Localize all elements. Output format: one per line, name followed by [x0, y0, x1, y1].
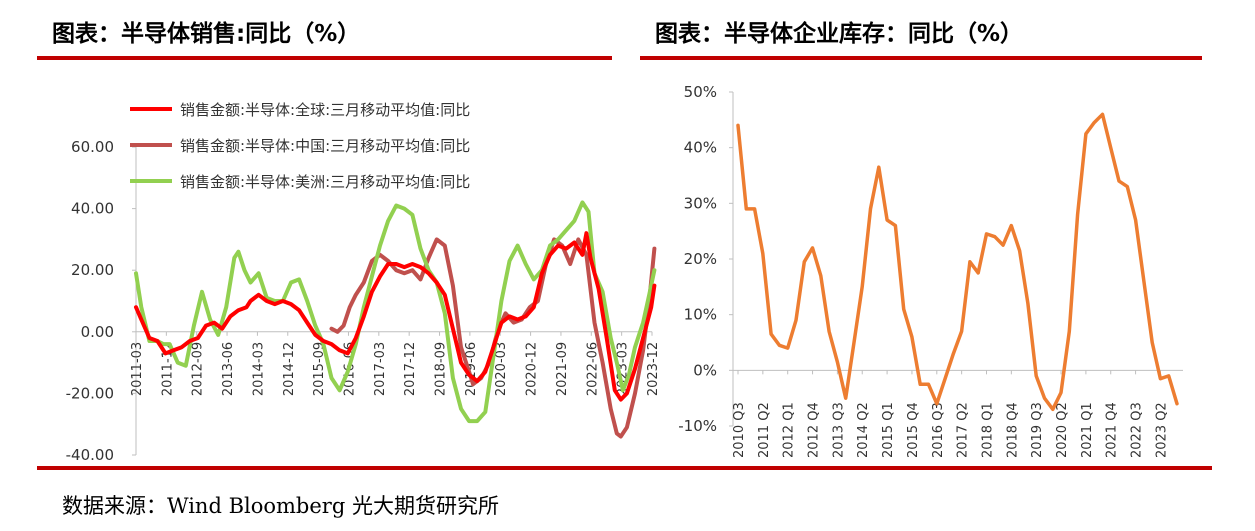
right-y-tick-label: -10%	[678, 417, 717, 435]
left-x-tick-label: 2018-09	[434, 342, 449, 396]
left-x-tick-label: 2015-09	[312, 342, 327, 396]
left-y-tick-label: 40.00	[71, 200, 114, 218]
right-x-tick-label: 2023 Q2	[1154, 402, 1169, 458]
left-x-tick-label: 2023-12	[646, 342, 661, 396]
data-source-note: 数据来源：Wind Bloomberg 光大期货研究所	[62, 494, 499, 518]
left-title-rule	[37, 56, 612, 60]
right-x-tick-label: 2019 Q3	[1030, 402, 1045, 458]
left-legend-label: 销售金额:半导体:全球:三月移动平均值:同比	[180, 101, 470, 119]
right-x-tick-label: 2014 Q2	[856, 402, 871, 458]
right-x-tick-label: 2021 Q1	[1080, 402, 1095, 458]
left-y-tick-label: 60.00	[71, 138, 114, 156]
right-y-tick-label: 50%	[684, 83, 717, 101]
right-x-tick-label: 2016 Q3	[931, 402, 946, 458]
left-x-tick-label: 2014-12	[282, 342, 297, 396]
right-x-tick-label: 2020 Q2	[1055, 402, 1070, 458]
right-x-tick-label: 2011 Q2	[757, 402, 772, 458]
left-x-tick-label: 2013-06	[221, 342, 236, 396]
right-x-tick-label: 2012 Q4	[807, 402, 822, 458]
left-x-tick-label: 2011-03	[130, 342, 145, 396]
right-y-tick-label: 40%	[684, 139, 717, 157]
left-x-tick-label: 2014-03	[251, 342, 266, 396]
right-x-tick-label: 2018 Q4	[1005, 402, 1020, 458]
left-legend-label: 销售金额:半导体:中国:三月移动平均值:同比	[180, 137, 470, 155]
right-x-tick-label: 2012 Q1	[782, 402, 797, 458]
left-x-tick-label: 2017-12	[403, 342, 418, 396]
left-x-tick-label: 2022-06	[585, 342, 600, 396]
left-chart-title: 图表：半导体销售:同比（%）	[52, 21, 361, 47]
right-y-tick-label: 20%	[684, 250, 717, 268]
right-x-tick-label: 2018 Q1	[980, 402, 995, 458]
left-series-line-0	[134, 231, 657, 402]
right-x-tick-label: 2010 Q3	[732, 402, 747, 458]
left-y-tick-label: 20.00	[71, 261, 114, 279]
right-x-tick-label: 2015 Q4	[906, 402, 921, 458]
left-y-tick-label: 0.00	[81, 323, 114, 341]
bottom-rule	[37, 466, 1212, 470]
right-y-tick-label: 0%	[693, 361, 717, 379]
right-y-tick-label: 10%	[684, 306, 717, 324]
right-x-tick-label: 2013 Q3	[831, 402, 846, 458]
left-y-tick-label: -40.00	[66, 446, 114, 464]
left-x-tick-label: 2017-03	[373, 342, 388, 396]
right-x-tick-label: 2022 Q3	[1130, 402, 1145, 458]
left-x-tick-label: 2011-12	[160, 342, 175, 396]
left-x-tick-label: 2012-09	[191, 342, 206, 396]
right-title-rule	[640, 56, 1202, 60]
right-y-tick-label: 30%	[684, 194, 717, 212]
left-x-tick-label: 2020-12	[525, 342, 540, 396]
left-x-tick-label: 2020-03	[494, 342, 509, 396]
left-legend-label: 销售金额:半导体:美洲:三月移动平均值:同比	[180, 173, 470, 191]
right-x-tick-label: 2017 Q2	[956, 402, 971, 458]
right-x-tick-label: 2021 Q4	[1105, 402, 1120, 458]
left-x-tick-label: 2021-09	[555, 342, 570, 396]
right-series-line	[736, 112, 1179, 412]
left-series-line-2	[134, 200, 657, 424]
right-chart-title: 图表：半导体企业库存：同比（%）	[655, 21, 1024, 47]
right-x-tick-label: 2015 Q1	[881, 402, 896, 458]
left-y-tick-label: -20.00	[66, 384, 114, 402]
